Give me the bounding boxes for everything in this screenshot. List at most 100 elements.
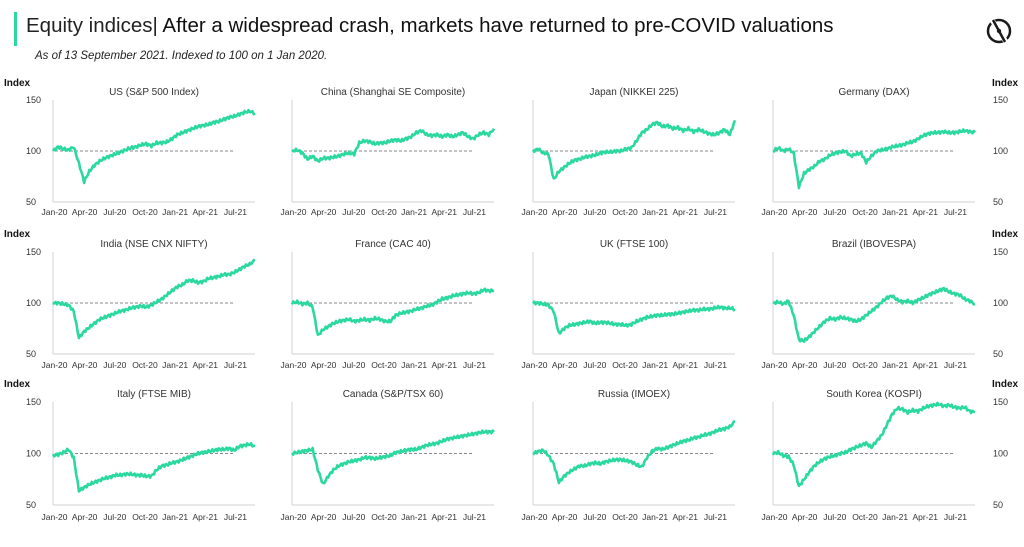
accent-bar bbox=[14, 12, 17, 46]
x-tick-label: Oct-20 bbox=[612, 360, 638, 370]
x-tick-label: Oct-20 bbox=[852, 207, 878, 217]
x-tick-label: Jul-21 bbox=[704, 207, 727, 217]
x-tick-label: Jan-20 bbox=[762, 207, 788, 217]
y-tick-label: 100 bbox=[26, 298, 41, 308]
series-line bbox=[291, 127, 496, 163]
x-tick-label: Jul-20 bbox=[583, 512, 606, 522]
chart-title: Japan (NIKKEI 225) bbox=[590, 87, 679, 98]
x-tick-label: Apr-21 bbox=[672, 207, 698, 217]
x-tick-label: Apr-21 bbox=[192, 360, 218, 370]
y-tick-label: 100 bbox=[993, 449, 1008, 459]
y-axis-title-right: Index bbox=[992, 379, 1019, 390]
y-tick-label: 50 bbox=[993, 500, 1003, 510]
y-tick-label: 100 bbox=[993, 146, 1008, 156]
chart-title: UK (FTSE 100) bbox=[600, 239, 668, 250]
y-tick-label: 150 bbox=[26, 397, 41, 407]
x-tick-label: Apr-20 bbox=[311, 512, 337, 522]
y-tick-label: 150 bbox=[993, 397, 1008, 407]
y-axis-title-right: Index bbox=[992, 229, 1019, 240]
series-line bbox=[51, 108, 256, 185]
series-line bbox=[772, 128, 977, 190]
series-line bbox=[772, 286, 976, 343]
series-line bbox=[51, 441, 256, 493]
x-tick-label: Apr-21 bbox=[672, 360, 698, 370]
brand-logo-icon bbox=[986, 18, 1012, 44]
x-tick-label: Jul-20 bbox=[342, 360, 365, 370]
x-tick-label: Jul-21 bbox=[463, 207, 486, 217]
x-tick-label: Jan-21 bbox=[882, 360, 908, 370]
x-tick-label: Apr-21 bbox=[912, 512, 938, 522]
x-tick-label: Apr-20 bbox=[552, 512, 578, 522]
x-tick-label: Jul-21 bbox=[463, 360, 486, 370]
x-tick-label: Oct-20 bbox=[132, 360, 158, 370]
y-axis-title-left: Index bbox=[4, 379, 31, 390]
x-tick-label: Jul-20 bbox=[103, 360, 126, 370]
series-line bbox=[531, 119, 737, 180]
title-separator: | bbox=[152, 14, 158, 37]
x-tick-label: Oct-20 bbox=[132, 207, 158, 217]
x-tick-label: Jul-21 bbox=[224, 512, 247, 522]
chart-title: Italy (FTSE MIB) bbox=[117, 389, 191, 400]
x-tick-label: Jan-21 bbox=[882, 512, 908, 522]
x-tick-label: Jan-21 bbox=[401, 512, 427, 522]
x-tick-label: Jan-20 bbox=[281, 207, 307, 217]
x-tick-label: Apr-20 bbox=[792, 360, 818, 370]
x-tick-label: Jan-20 bbox=[42, 207, 68, 217]
chart-title: Brazil (IBOVESPA) bbox=[832, 239, 916, 250]
x-tick-label: Apr-20 bbox=[552, 207, 578, 217]
x-tick-label: Apr-21 bbox=[192, 512, 218, 522]
x-tick-label: Jul-21 bbox=[944, 512, 967, 522]
x-tick-label: Apr-21 bbox=[672, 512, 698, 522]
x-tick-label: Jul-21 bbox=[224, 207, 247, 217]
x-tick-label: Apr-21 bbox=[431, 360, 457, 370]
x-tick-label: Apr-20 bbox=[552, 360, 578, 370]
chart-title: Russia (IMOEX) bbox=[598, 389, 670, 400]
x-tick-label: Jul-21 bbox=[944, 360, 967, 370]
x-tick-label: Jul-21 bbox=[944, 207, 967, 217]
x-tick-label: Jan-20 bbox=[762, 360, 788, 370]
x-tick-label: Oct-20 bbox=[371, 512, 397, 522]
y-tick-label: 50 bbox=[993, 197, 1003, 207]
x-tick-label: Jan-20 bbox=[281, 512, 307, 522]
x-tick-label: Apr-20 bbox=[792, 512, 818, 522]
y-tick-label: 100 bbox=[26, 146, 41, 156]
series-line bbox=[771, 401, 976, 488]
series-line bbox=[52, 258, 255, 340]
x-tick-label: Jan-20 bbox=[42, 512, 68, 522]
title-headline: After a widespread crash, markets have r… bbox=[162, 14, 834, 37]
x-tick-label: Apr-21 bbox=[912, 207, 938, 217]
x-tick-label: Jul-21 bbox=[224, 360, 247, 370]
page-title: Equity indices| After a widespread crash… bbox=[26, 14, 834, 38]
x-tick-label: Apr-20 bbox=[72, 512, 98, 522]
y-tick-label: 100 bbox=[26, 449, 41, 459]
x-tick-label: Jul-20 bbox=[583, 207, 606, 217]
x-tick-label: Jul-21 bbox=[463, 512, 486, 522]
y-axis-title-left: Index bbox=[4, 229, 31, 240]
x-tick-label: Jul-20 bbox=[583, 360, 606, 370]
y-tick-label: 50 bbox=[26, 500, 36, 510]
x-tick-label: Jul-20 bbox=[342, 512, 365, 522]
series-line bbox=[290, 429, 495, 485]
x-tick-label: Jul-20 bbox=[342, 207, 365, 217]
y-axis-title-left: Index bbox=[4, 78, 31, 89]
x-tick-label: Apr-20 bbox=[72, 360, 98, 370]
chart-title: China (Shanghai SE Composite) bbox=[321, 87, 466, 98]
x-tick-label: Apr-20 bbox=[311, 360, 337, 370]
chart-title: India (NSE CNX NIFTY) bbox=[100, 239, 207, 250]
x-tick-label: Apr-21 bbox=[912, 360, 938, 370]
series-line bbox=[531, 300, 736, 335]
x-tick-label: Jan-21 bbox=[162, 512, 188, 522]
x-tick-label: Oct-20 bbox=[612, 207, 638, 217]
x-tick-label: Apr-20 bbox=[72, 207, 98, 217]
y-tick-label: 100 bbox=[993, 298, 1008, 308]
x-tick-label: Jul-20 bbox=[823, 360, 846, 370]
title-label: Equity indices bbox=[26, 14, 153, 37]
y-tick-label: 50 bbox=[993, 349, 1003, 359]
x-tick-label: Jul-20 bbox=[103, 512, 126, 522]
x-tick-label: Jul-21 bbox=[704, 512, 727, 522]
x-tick-label: Jul-21 bbox=[704, 360, 727, 370]
x-tick-label: Apr-21 bbox=[431, 512, 457, 522]
x-tick-label: Jan-21 bbox=[642, 207, 668, 217]
chart-title: France (CAC 40) bbox=[355, 239, 431, 250]
